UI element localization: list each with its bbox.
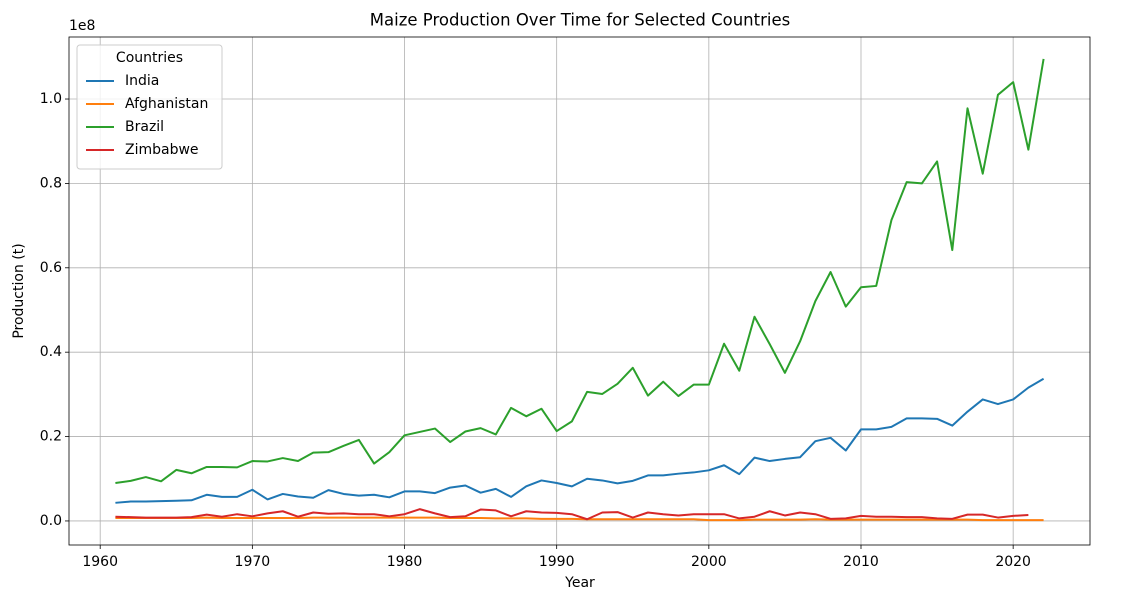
x-tick-label: 1960 <box>82 554 118 570</box>
legend-box <box>76 44 223 170</box>
x-tick-label: 2020 <box>995 554 1031 570</box>
y-tick-label: 0.6 <box>40 260 62 276</box>
y-tick-label: 1.0 <box>40 91 62 107</box>
x-axis-label: Year <box>564 575 595 591</box>
ticks: 1960 1970 1980 1990 2000 2010 2020 0.0 0.2 0.4 0.6… <box>40 91 1031 570</box>
series-line <box>115 377 1045 504</box>
legend-label: Zimbabwe <box>125 142 199 158</box>
plot-frame <box>68 36 1091 546</box>
y-offset-label: 1e8 <box>69 18 95 34</box>
series-line <box>115 516 1044 522</box>
y-tick-label: 0.4 <box>40 344 62 360</box>
y-tick-label: 0.8 <box>40 175 62 191</box>
y-axis-label: Production (t) <box>11 243 27 338</box>
x-tick-label: 1980 <box>387 554 423 570</box>
legend-label: India <box>125 73 159 89</box>
x-tick-label: 1990 <box>539 554 575 570</box>
grid <box>69 37 1090 545</box>
chart-title: Maize Production Over Time for Selected … <box>370 11 790 30</box>
y-tick-label: 0.0 <box>40 513 62 529</box>
x-tick-label: 2000 <box>691 554 727 570</box>
legend-label: Brazil <box>125 119 164 135</box>
y-tick-label: 0.2 <box>40 429 62 445</box>
x-tick-label: 1970 <box>235 554 271 570</box>
series-line <box>115 508 1029 521</box>
legend-label: Afghanistan <box>125 96 208 112</box>
legend: Countries India Afghanistan Brazil Zimbabwe <box>76 44 223 170</box>
lines <box>115 58 1045 522</box>
legend-title: Countries <box>116 50 183 66</box>
x-tick-label: 2010 <box>843 554 879 570</box>
series-line <box>115 58 1045 484</box>
